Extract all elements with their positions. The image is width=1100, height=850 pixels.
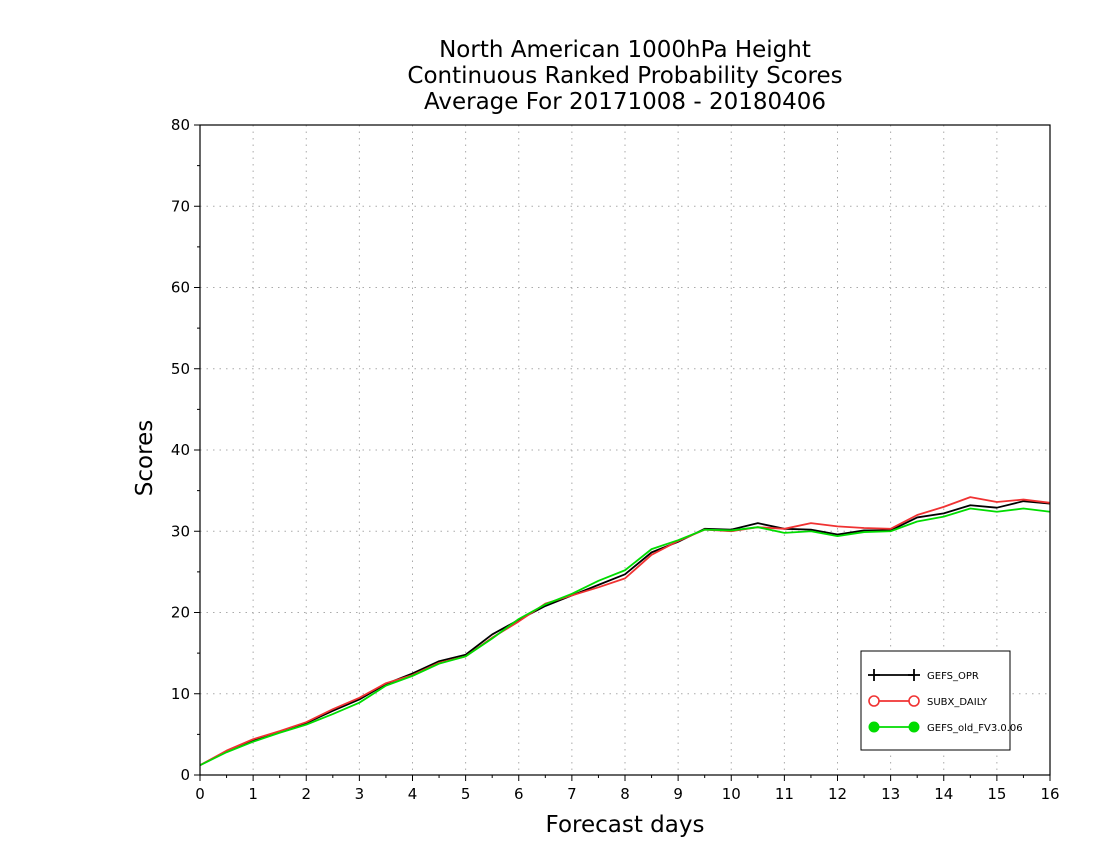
x-tick-label: 2	[301, 785, 311, 803]
y-tick-label: 70	[171, 197, 190, 215]
x-tick-label: 3	[355, 785, 365, 803]
x-tick-label: 4	[408, 785, 418, 803]
x-tick-label: 12	[828, 785, 847, 803]
y-tick-label: 50	[171, 360, 190, 378]
legend: GEFS_OPR SUBX_DAILY GEFS_old_FV3.0.06	[860, 650, 1023, 751]
legend-label-SUBX_DAILY: SUBX_DAILY	[927, 697, 988, 708]
x-tick-label: 9	[673, 785, 683, 803]
y-axis-label: Scores	[132, 419, 158, 497]
y-tick-label: 60	[171, 279, 190, 297]
x-tick-label: 8	[620, 785, 630, 803]
x-tick-label: 15	[987, 785, 1006, 803]
x-tick-label: 0	[195, 785, 205, 803]
legend-label-GEFS_OPR: GEFS_OPR	[927, 671, 979, 682]
x-tick-label: 10	[722, 785, 741, 803]
chart-title-line-2: Continuous Ranked Probability Scores	[407, 63, 843, 89]
chart-title-line-3: Average For 20171008 - 20180406	[423, 89, 827, 115]
legend-marker-filled-circle	[908, 721, 920, 733]
x-tick-label: 14	[934, 785, 953, 803]
y-tick-label: 20	[171, 604, 190, 622]
x-tick-label: 16	[1040, 785, 1059, 803]
legend-label-GEFS_old_FV3.0.06: GEFS_old_FV3.0.06	[927, 723, 1023, 734]
series-line-GEFS_old_FV3.0.06	[199, 507, 1051, 767]
x-tick-label: 1	[248, 785, 258, 803]
y-tick-label: 80	[171, 116, 190, 134]
series-line-SUBX_DAILY	[199, 496, 1051, 767]
series-lines	[199, 496, 1051, 767]
legend-marker-open-circle	[908, 695, 920, 707]
legend-marker-filled-circle	[868, 721, 880, 733]
x-tick-label: 6	[514, 785, 524, 803]
x-tick-label: 13	[881, 785, 900, 803]
y-tick-label: 10	[171, 685, 190, 703]
legend-marker-open-circle	[868, 695, 880, 707]
grid-lines	[200, 125, 1050, 775]
chart-title-line-1: North American 1000hPa Height	[439, 37, 811, 63]
x-tick-label: 7	[567, 785, 577, 803]
y-tick-label: 40	[171, 441, 190, 459]
y-tick-label: 30	[171, 522, 190, 540]
axis-ticks: 0 1 2 3 4 5 6 7 8 9 10 11 12 13 14 15 160102030405060708…	[171, 116, 1060, 803]
x-tick-label: 5	[461, 785, 471, 803]
x-axis-label: Forecast days	[545, 812, 705, 838]
x-tick-label: 11	[775, 785, 794, 803]
series-line-GEFS_OPR	[199, 500, 1051, 767]
y-tick-label: 0	[180, 766, 190, 784]
